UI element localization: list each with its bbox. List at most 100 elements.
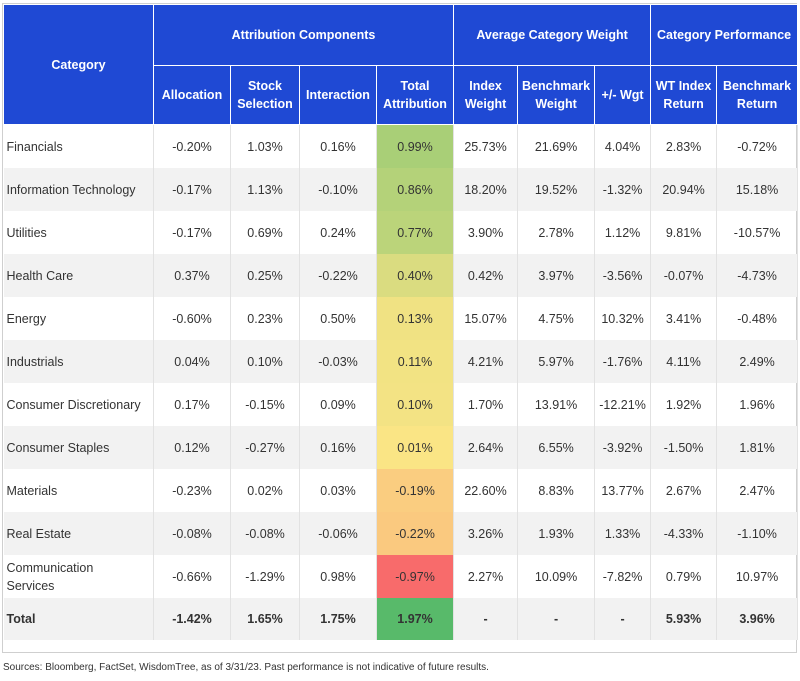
benchmark-return-cell: -1.10%	[716, 512, 799, 555]
category-label: Consumer Discretionary	[6, 397, 141, 412]
allocation-cell: -1.42%	[153, 598, 231, 640]
index-weight-cell: 2.27%	[453, 555, 519, 598]
table-row: Financials -0.20% 1.03% 0.16% 0.99% 25.73% 21.…	[3, 124, 799, 168]
table-row: Energy -0.60% 0.23% 0.50% 0.13% 15.07% 4.75% 10…	[3, 297, 799, 340]
wt-index-return-cell: 4.11%	[650, 340, 718, 383]
index-weight-cell: 4.21%	[453, 340, 519, 383]
benchmark-weight-cell: 21.69%	[517, 124, 596, 168]
wgt-diff-cell: 1.33%	[594, 512, 652, 555]
benchmark-weight-header-line: Benchmark	[522, 79, 591, 93]
stock-selection-cell: -0.27%	[230, 426, 300, 469]
index-weight-cell: 22.60%	[453, 469, 519, 512]
category-cell: Communication Services	[3, 555, 154, 598]
benchmark-return-cell: 2.49%	[716, 340, 799, 383]
total-attribution-header: Total Attribution	[375, 65, 455, 125]
footnote: Sources: Bloomberg, FactSet, WisdomTree,…	[3, 662, 489, 673]
category-cell: Financials	[3, 124, 154, 168]
total-attribution-cell: -0.97%	[376, 555, 455, 598]
table-row: Health Care 0.37% 0.25% -0.22% 0.40% 0.42% 3.9…	[3, 254, 799, 297]
wt-index-return-cell: -0.07%	[650, 254, 718, 297]
allocation-cell: -0.60%	[153, 297, 231, 340]
index-weight-header: Index Weight	[453, 65, 519, 125]
table-row: Industrials 0.04% 0.10% -0.03% 0.11% 4.21% 5.9…	[3, 340, 799, 383]
category-header: Category	[3, 4, 154, 125]
interaction-cell: 0.03%	[299, 469, 377, 512]
category-performance-header: Category Performance	[650, 4, 799, 66]
category-label: Health Care	[6, 268, 74, 283]
category-cell: Energy	[3, 297, 154, 340]
interaction-header: Interaction	[299, 65, 377, 125]
stock-selection-cell: 0.10%	[230, 340, 300, 383]
wt-index-return-cell: 2.67%	[650, 469, 718, 512]
wgt-diff-cell: -1.76%	[594, 340, 652, 383]
interaction-cell: -0.22%	[299, 254, 377, 297]
category-cell: Total	[3, 598, 154, 640]
category-label: Real Estate	[6, 526, 72, 541]
category-label: Consumer Staples	[6, 440, 110, 455]
benchmark-weight-cell: 1.93%	[517, 512, 596, 555]
benchmark-return-cell: 10.97%	[716, 555, 799, 598]
index-weight-cell: 1.70%	[453, 383, 519, 426]
attribution-table: Category Attribution Components Average …	[3, 4, 799, 640]
total-attribution-header-line: Attribution	[383, 97, 447, 111]
average-category-weight-header: Average Category Weight	[453, 4, 652, 66]
allocation-header-line: Allocation	[161, 88, 223, 102]
wt-index-return-cell: 20.94%	[650, 168, 718, 211]
wgt-diff-cell: -7.82%	[594, 555, 652, 598]
table-body: Financials -0.20% 1.03% 0.16% 0.99% 25.73% 21.…	[3, 124, 799, 640]
benchmark-return-cell: 1.96%	[716, 383, 799, 426]
category-label: Services	[6, 578, 55, 593]
wgt-diff-cell: -	[594, 598, 652, 640]
index-weight-cell: 3.90%	[453, 211, 519, 254]
benchmark-return-cell: -0.48%	[716, 297, 799, 340]
stock-selection-header: Stock Selection	[230, 65, 300, 125]
benchmark-weight-header: Benchmark Weight	[517, 65, 596, 125]
category-cell: Consumer Discretionary	[3, 383, 154, 426]
table-row: Communication Services -0.66% -1.29% 0.98% -0…	[3, 555, 799, 598]
stock-selection-cell: 1.13%	[230, 168, 300, 211]
benchmark-return-cell: 2.47%	[716, 469, 799, 512]
interaction-cell: 1.75%	[299, 598, 377, 640]
benchmark-weight-cell: 10.09%	[517, 555, 596, 598]
category-cell: Utilities	[3, 211, 154, 254]
total-attribution-cell: 0.77%	[376, 211, 455, 254]
wgt-diff-cell: 1.12%	[594, 211, 652, 254]
category-label: Materials	[6, 483, 58, 498]
category-cell: Information Technology	[3, 168, 154, 211]
allocation-cell: -0.17%	[153, 211, 231, 254]
wt-index-return-header: WT Index Return	[650, 65, 718, 125]
wt-index-return-header-line: WT Index	[655, 79, 712, 93]
total-attribution-cell: 0.40%	[376, 254, 455, 297]
allocation-cell: -0.66%	[153, 555, 231, 598]
index-weight-cell: 3.26%	[453, 512, 519, 555]
total-attribution-cell: 0.86%	[376, 168, 455, 211]
benchmark-return-header: Benchmark Return	[716, 65, 799, 125]
table-row: Consumer Staples 0.12% -0.27% 0.16% 0.01% 2.6…	[3, 426, 799, 469]
stock-selection-cell: -0.08%	[230, 512, 300, 555]
total-attribution-cell: 0.11%	[376, 340, 455, 383]
benchmark-weight-cell: 4.75%	[517, 297, 596, 340]
benchmark-weight-cell: 2.78%	[517, 211, 596, 254]
wt-index-return-cell: -4.33%	[650, 512, 718, 555]
wgt-diff-cell: 4.04%	[594, 124, 652, 168]
allocation-header: Allocation	[153, 65, 231, 125]
wgt-diff-cell: -3.56%	[594, 254, 652, 297]
wgt-diff-cell: -12.21%	[594, 383, 652, 426]
allocation-cell: 0.37%	[153, 254, 231, 297]
stock-selection-cell: 1.03%	[230, 124, 300, 168]
benchmark-weight-cell: 13.91%	[517, 383, 596, 426]
total-attribution-cell: 0.10%	[376, 383, 455, 426]
stock-selection-cell: 0.02%	[230, 469, 300, 512]
index-weight-cell: -	[453, 598, 519, 640]
table-row: Information Technology -0.17% 1.13% -0.10% 0…	[3, 168, 799, 211]
benchmark-weight-cell: 19.52%	[517, 168, 596, 211]
category-label: Communication	[6, 560, 94, 575]
allocation-cell: -0.23%	[153, 469, 231, 512]
weight-difference-header: +/- Wgt	[594, 65, 652, 125]
total-attribution-cell: 0.13%	[376, 297, 455, 340]
interaction-cell: 0.16%	[299, 124, 377, 168]
stock-selection-cell: -0.15%	[230, 383, 300, 426]
allocation-cell: 0.04%	[153, 340, 231, 383]
table-row: Materials -0.23% 0.02% 0.03% -0.19% 22.60% 8.8…	[3, 469, 799, 512]
wt-index-return-cell: 5.93%	[650, 598, 718, 640]
